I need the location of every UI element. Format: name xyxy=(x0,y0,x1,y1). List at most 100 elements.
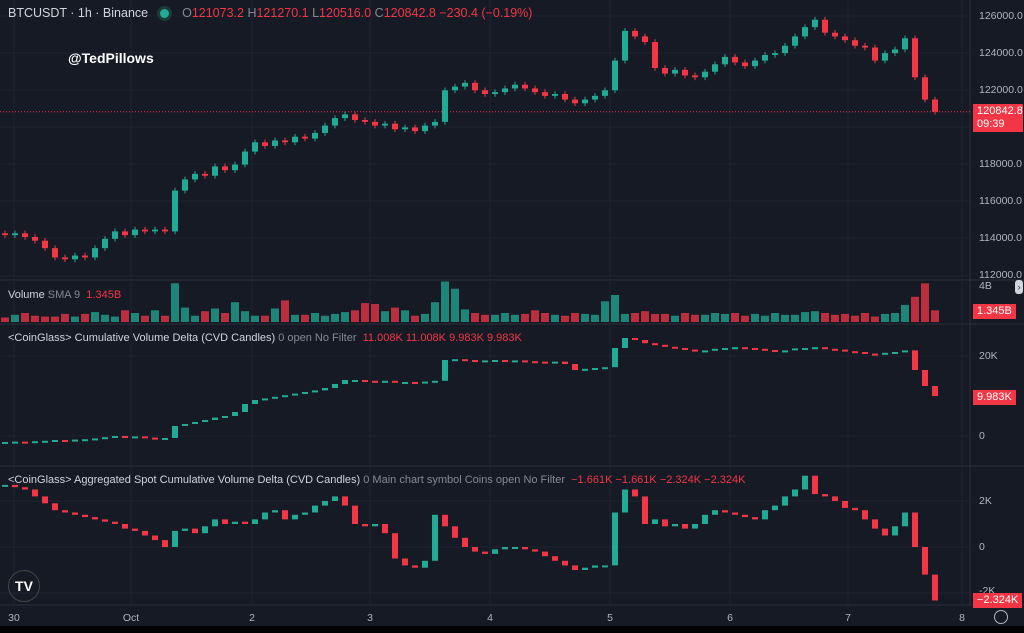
volume-bar xyxy=(351,310,359,322)
volume-bar xyxy=(171,283,179,322)
spot-cvd-candle xyxy=(722,510,728,513)
spot-cvd-candle xyxy=(72,512,78,515)
price-candle xyxy=(432,121,438,126)
spot-cvd-candle xyxy=(622,489,628,513)
volume-bar xyxy=(511,314,519,322)
cvd-candle xyxy=(732,347,738,350)
volume-bar xyxy=(221,313,229,322)
spot-cvd-candle xyxy=(912,512,918,547)
cvd-candle xyxy=(752,348,758,350)
spot-cvd-candle xyxy=(442,514,448,527)
cvd-candle xyxy=(452,359,458,362)
settings-gear-icon[interactable] xyxy=(994,610,1008,624)
spot-cvd-candle xyxy=(452,526,458,538)
cvd-tick: 20K xyxy=(979,350,998,362)
volume-bar xyxy=(461,309,469,322)
low-label: L xyxy=(312,6,320,20)
spot-cvd-legend[interactable]: <CoinGlass> Aggregated Spot Cumulative V… xyxy=(8,474,745,486)
price-candle xyxy=(462,82,468,87)
cvd-candle xyxy=(812,347,818,350)
spot-cvd-candle xyxy=(512,547,518,549)
spot-cvd-candle xyxy=(182,528,188,531)
cvd-candle xyxy=(132,436,138,439)
volume-bar xyxy=(161,315,169,322)
time-tick: 8 xyxy=(959,612,965,624)
last-price: 120842.8 xyxy=(977,105,1023,117)
price-candle xyxy=(722,56,728,65)
volume-bar xyxy=(551,314,559,322)
spot-cvd-params: 0 Main chart symbol Coins open No Filter xyxy=(363,474,565,486)
symbol-legend[interactable]: BTCUSDT · 1h · Binance O121073.2 H121270… xyxy=(8,6,532,20)
price-tick: 122000.0 xyxy=(979,84,1023,96)
price-candle xyxy=(632,30,638,37)
volume-bar xyxy=(611,295,619,322)
cvd-legend[interactable]: <CoinGlass> Cumulative Volume Delta (CVD… xyxy=(8,332,522,344)
price-candle xyxy=(62,257,68,260)
volume-bar xyxy=(91,312,99,322)
volume-legend[interactable]: Volume SMA 9 1.345B xyxy=(8,289,121,301)
cvd-candle xyxy=(712,348,718,351)
time-tick: 4 xyxy=(487,612,493,624)
price-candle xyxy=(622,30,628,61)
price-candle xyxy=(542,92,548,96)
price-candle xyxy=(142,229,148,232)
price-candle xyxy=(912,38,918,78)
cvd-candle xyxy=(892,352,898,354)
volume-bar xyxy=(131,313,139,322)
price-candle xyxy=(192,173,198,180)
price-candle xyxy=(322,125,328,133)
volume-bar xyxy=(201,311,209,322)
spot-cvd-candle xyxy=(122,524,128,529)
price-candle xyxy=(32,237,38,241)
change-value: −230.4 (−0.19%) xyxy=(439,6,533,20)
volume-bar xyxy=(641,311,649,322)
spot-cvd-candle xyxy=(162,540,168,547)
price-candle xyxy=(572,99,578,104)
cvd-candle xyxy=(402,382,408,384)
spot-cvd-candle xyxy=(592,565,598,568)
cvd-candle xyxy=(532,361,538,364)
spot-cvd-candle xyxy=(312,505,318,513)
cvd-candle xyxy=(482,360,488,363)
spot-cvd-values: −1.661K −1.661K −2.324K −2.324K xyxy=(571,474,746,486)
spot-cvd-candle xyxy=(172,530,178,547)
spot-cvd-candle xyxy=(392,533,398,559)
volume-bar xyxy=(811,311,819,322)
cvd-candle xyxy=(272,396,278,399)
price-tick: 116000.0 xyxy=(979,195,1023,207)
volume-bar xyxy=(371,304,379,322)
price-candle xyxy=(282,140,288,143)
volume-bar xyxy=(191,315,199,322)
volume-bar xyxy=(621,313,629,322)
spot-cvd-candle xyxy=(32,489,38,497)
spot-cvd-candle xyxy=(892,526,898,536)
time-tick: 2 xyxy=(249,612,255,624)
cvd-candle xyxy=(372,380,378,383)
cvd-candle xyxy=(72,439,78,442)
price-candle xyxy=(332,118,338,126)
collapse-scale-button[interactable]: › xyxy=(1015,280,1023,294)
price-candle xyxy=(352,114,358,120)
volume-bar xyxy=(391,307,399,322)
price-candle xyxy=(662,68,668,74)
spot-cvd-candle xyxy=(692,524,698,529)
spot-cvd-candle xyxy=(412,565,418,568)
tradingview-logo-icon[interactable]: TV xyxy=(8,570,40,602)
high-label: H xyxy=(247,6,257,20)
spot-cvd-candle xyxy=(382,524,388,534)
price-candle xyxy=(2,233,8,236)
price-candle xyxy=(362,120,368,122)
bottom-bar xyxy=(0,626,1024,633)
price-candle xyxy=(292,136,298,143)
price-candle xyxy=(672,69,678,74)
volume-bar xyxy=(701,314,709,322)
spot-cvd-candle xyxy=(882,528,888,536)
volume-bar xyxy=(1,317,9,322)
volume-bar xyxy=(851,315,859,322)
volume-tag: 1.345B xyxy=(973,304,1016,319)
price-candle xyxy=(782,45,788,54)
spot-cvd-candle xyxy=(402,558,408,566)
volume-bar xyxy=(481,314,489,322)
cvd-candle xyxy=(772,350,778,352)
